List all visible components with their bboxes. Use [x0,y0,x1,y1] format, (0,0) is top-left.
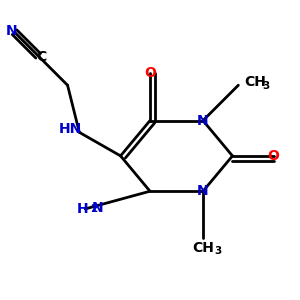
Text: O: O [144,66,156,80]
Text: CH: CH [244,75,266,89]
Text: CH: CH [192,241,214,255]
Text: N: N [197,184,209,198]
Text: C: C [36,50,46,64]
Text: 3: 3 [262,81,270,92]
Text: 3: 3 [214,246,221,256]
Text: N: N [92,201,103,215]
Text: N: N [6,24,17,38]
Text: HN: HN [59,122,82,136]
Text: O: O [268,149,280,163]
Text: N: N [197,114,209,128]
Text: H: H [76,202,88,216]
Text: 2: 2 [90,204,97,214]
